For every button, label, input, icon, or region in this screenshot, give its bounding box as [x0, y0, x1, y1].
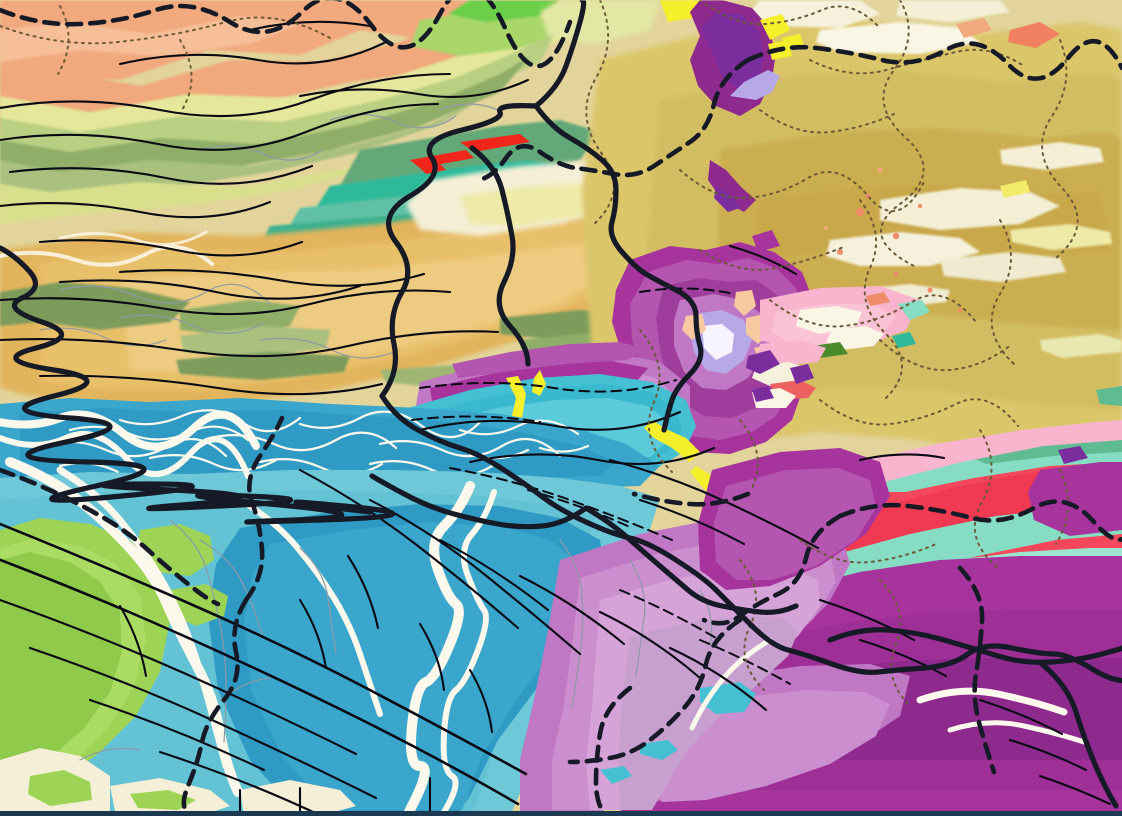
unit-mid-right-magenta-wedge — [698, 448, 1122, 590]
unit-sw-bright-green — [0, 518, 356, 816]
unit-north-central-cream — [406, 0, 660, 236]
unit-west-pink-white-mosaic — [752, 286, 930, 408]
unit-ne-purple-intrusion — [690, 0, 792, 212]
map-bottom-strip — [0, 811, 1122, 816]
unit-plateau-salmon-spots — [824, 18, 1060, 313]
unit-violet-flecks — [746, 230, 1122, 464]
map-top-hairline — [0, 0, 1122, 1]
unit-nw-green-ribbons — [0, 0, 600, 224]
fault-lines — [0, 20, 1112, 816]
fault-lines-dashed — [411, 287, 791, 685]
